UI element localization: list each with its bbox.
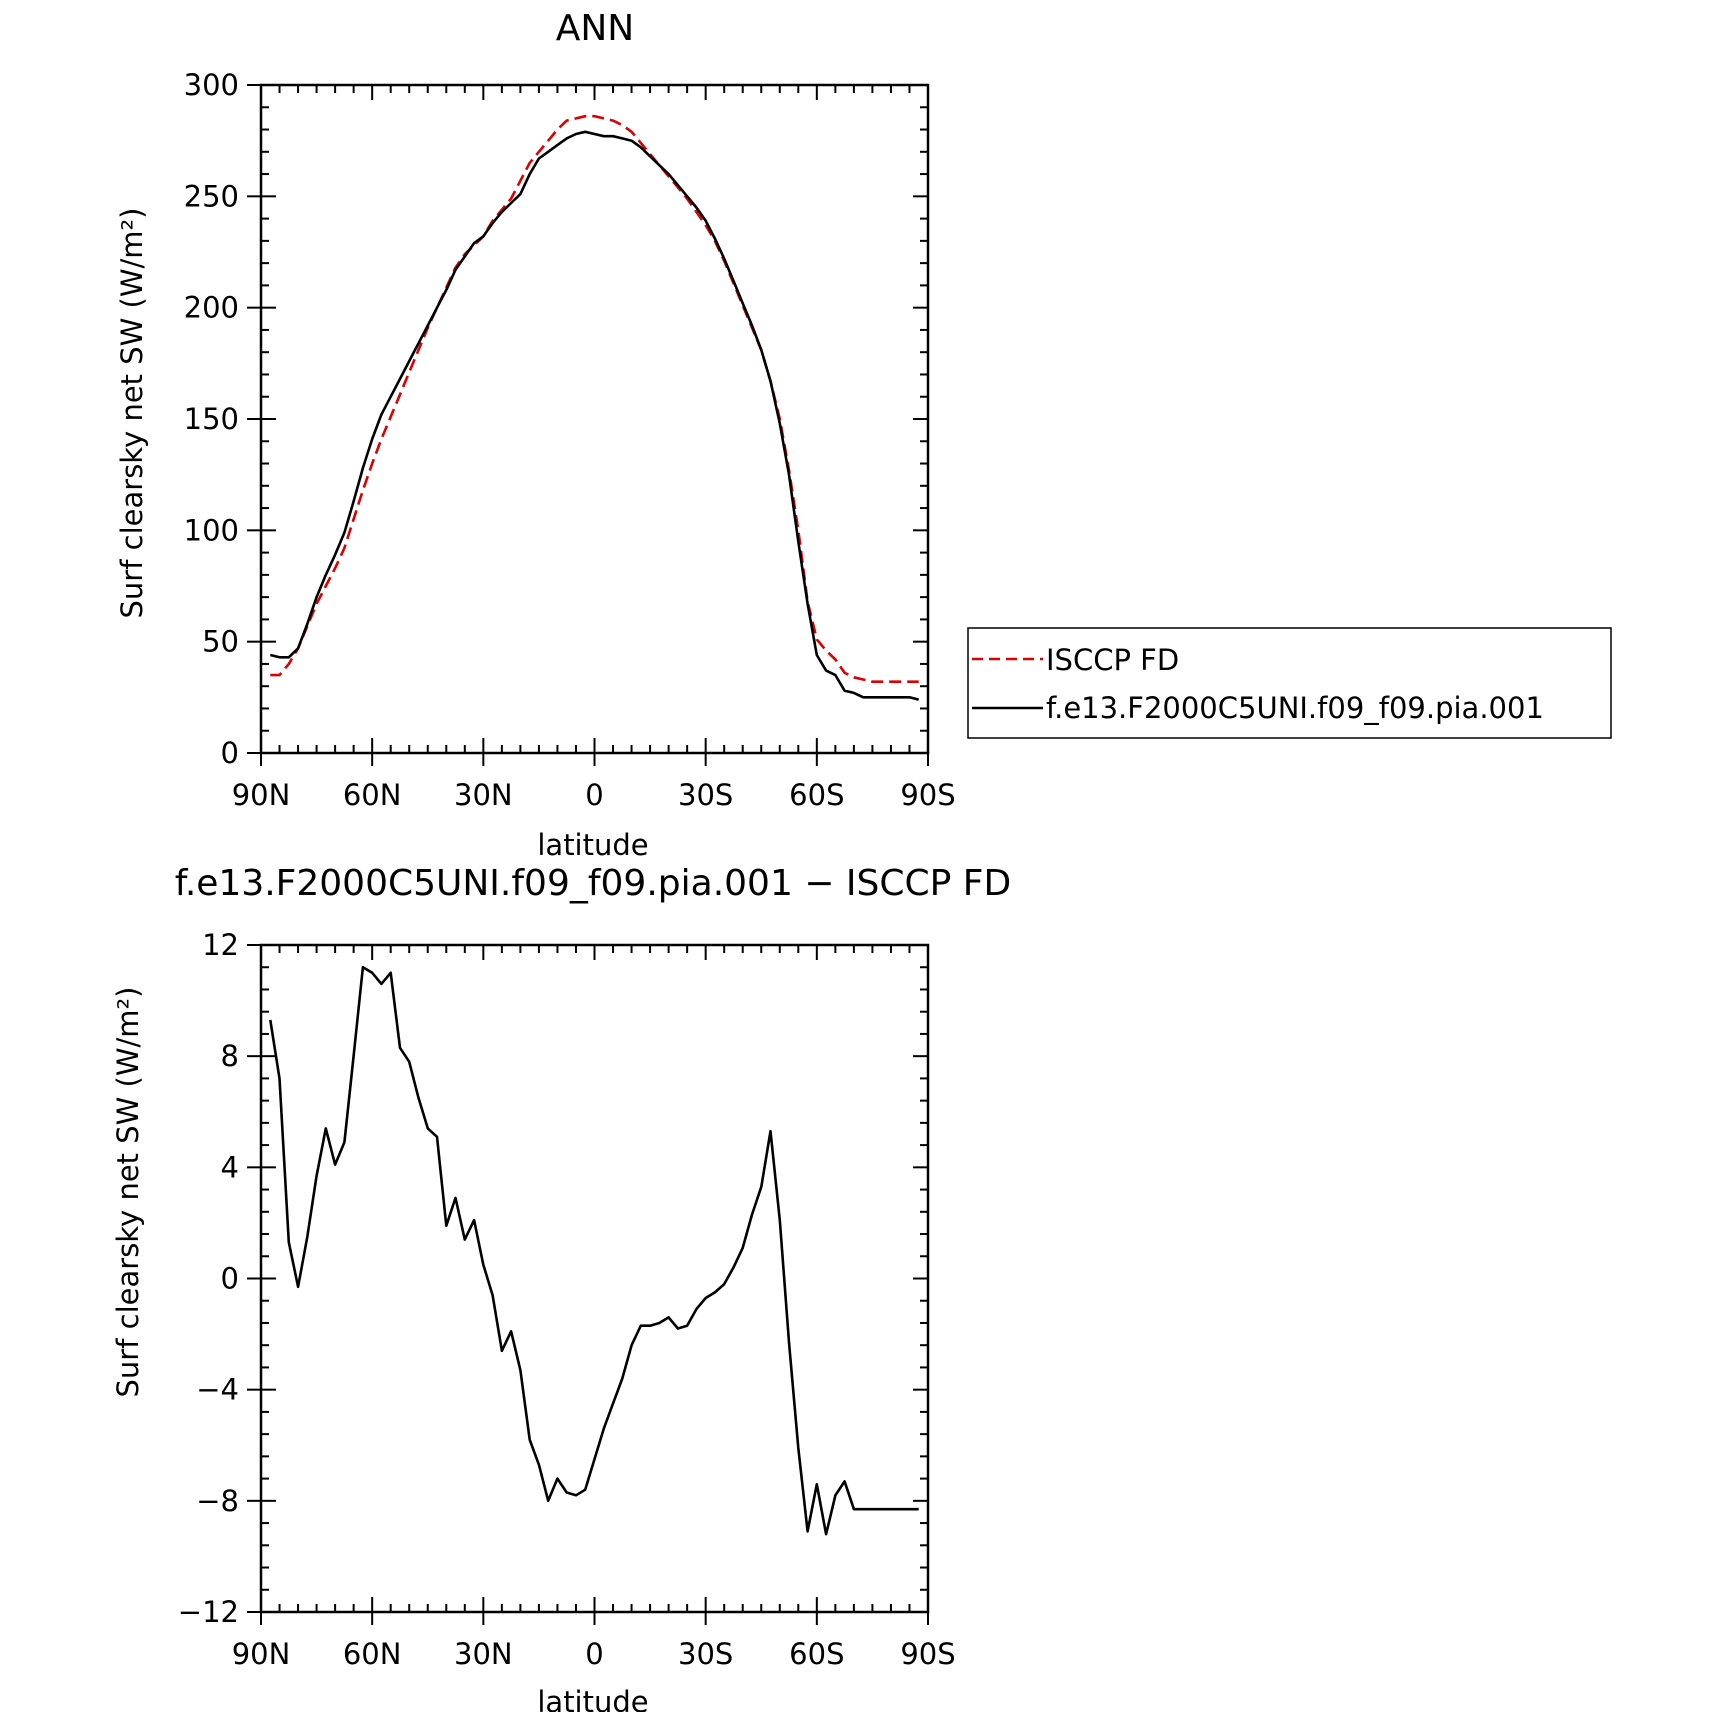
y-tick-label: −8 <box>196 1484 239 1518</box>
x-tick-label: 60S <box>789 778 844 812</box>
y-tick-label: 4 <box>221 1150 239 1184</box>
x-tick-label: 60N <box>343 1637 402 1671</box>
legend-label-model: f.e13.F2000C5UNI.f09_f09.pia.001 <box>1046 691 1544 725</box>
legend: ISCCP FD f.e13.F2000C5UNI.f09_f09.pia.00… <box>967 627 1612 739</box>
y-tick-label: 300 <box>184 68 239 102</box>
x-tick-label: 90N <box>232 778 291 812</box>
y-tick-label: 250 <box>184 179 239 213</box>
y-tick-label: 100 <box>184 513 239 547</box>
series-line-1 <box>269 130 920 701</box>
x-tick-label: 0 <box>585 1637 603 1671</box>
x-tick-label: 60N <box>343 778 402 812</box>
x-tick-label: 30N <box>454 1637 513 1671</box>
x-tick-label: 60S <box>789 1637 844 1671</box>
y-tick-label: 150 <box>184 402 239 436</box>
x-tick-label: 0 <box>585 778 603 812</box>
y-tick-label: 50 <box>202 625 239 659</box>
legend-box <box>967 627 1612 739</box>
legend-label-isccp: ISCCP FD <box>1046 643 1179 677</box>
x-tick-label: 90S <box>900 778 955 812</box>
y-axis-label: Surf clearsky net SW (W/m²) <box>111 987 145 1398</box>
plot-frame <box>259 83 930 755</box>
x-tick-label: 30N <box>454 778 513 812</box>
y-tick-label: 200 <box>184 291 239 325</box>
x-tick-label: 30S <box>678 1637 733 1671</box>
plot-area: 90N 60N 30N 0 30S 60S 90S −12 −8 −4 0 4 8 12 <box>178 928 956 1671</box>
y-tick-label: 0 <box>221 736 239 770</box>
plot-area: 90N 60N 30N 0 30S 60S 90S 0 50 100 150 200 250 300 <box>184 68 956 812</box>
series-line-0 <box>270 114 919 684</box>
chart-title: f.e13.F2000C5UNI.f09_f09.pia.001 − ISCCP… <box>175 863 1011 904</box>
x-axis-label: latitude <box>537 1685 648 1712</box>
x-tick-label: 90N <box>232 1637 291 1671</box>
y-tick-label: 8 <box>221 1039 239 1073</box>
y-tick-label: −4 <box>196 1373 239 1407</box>
y-axis-label: Surf clearsky net SW (W/m²) <box>115 208 149 619</box>
y-tick-label: 0 <box>221 1262 239 1296</box>
x-tick-label: 90S <box>900 1637 955 1671</box>
x-tick-label: 30S <box>678 778 733 812</box>
x-axis-label: latitude <box>537 828 648 862</box>
plot-frame <box>259 943 930 1614</box>
chart-title: ANN <box>556 8 635 49</box>
series-line-0 <box>269 965 919 1536</box>
y-tick-label: −12 <box>178 1595 239 1629</box>
panel-difference: f.e13.F2000C5UNI.f09_f09.pia.001 − ISCCP… <box>111 863 1011 1712</box>
y-tick-label: 12 <box>202 928 239 962</box>
panel-annual-mean: ANN Surf clearsky net SW (W/m²) latitude… <box>115 8 1612 862</box>
